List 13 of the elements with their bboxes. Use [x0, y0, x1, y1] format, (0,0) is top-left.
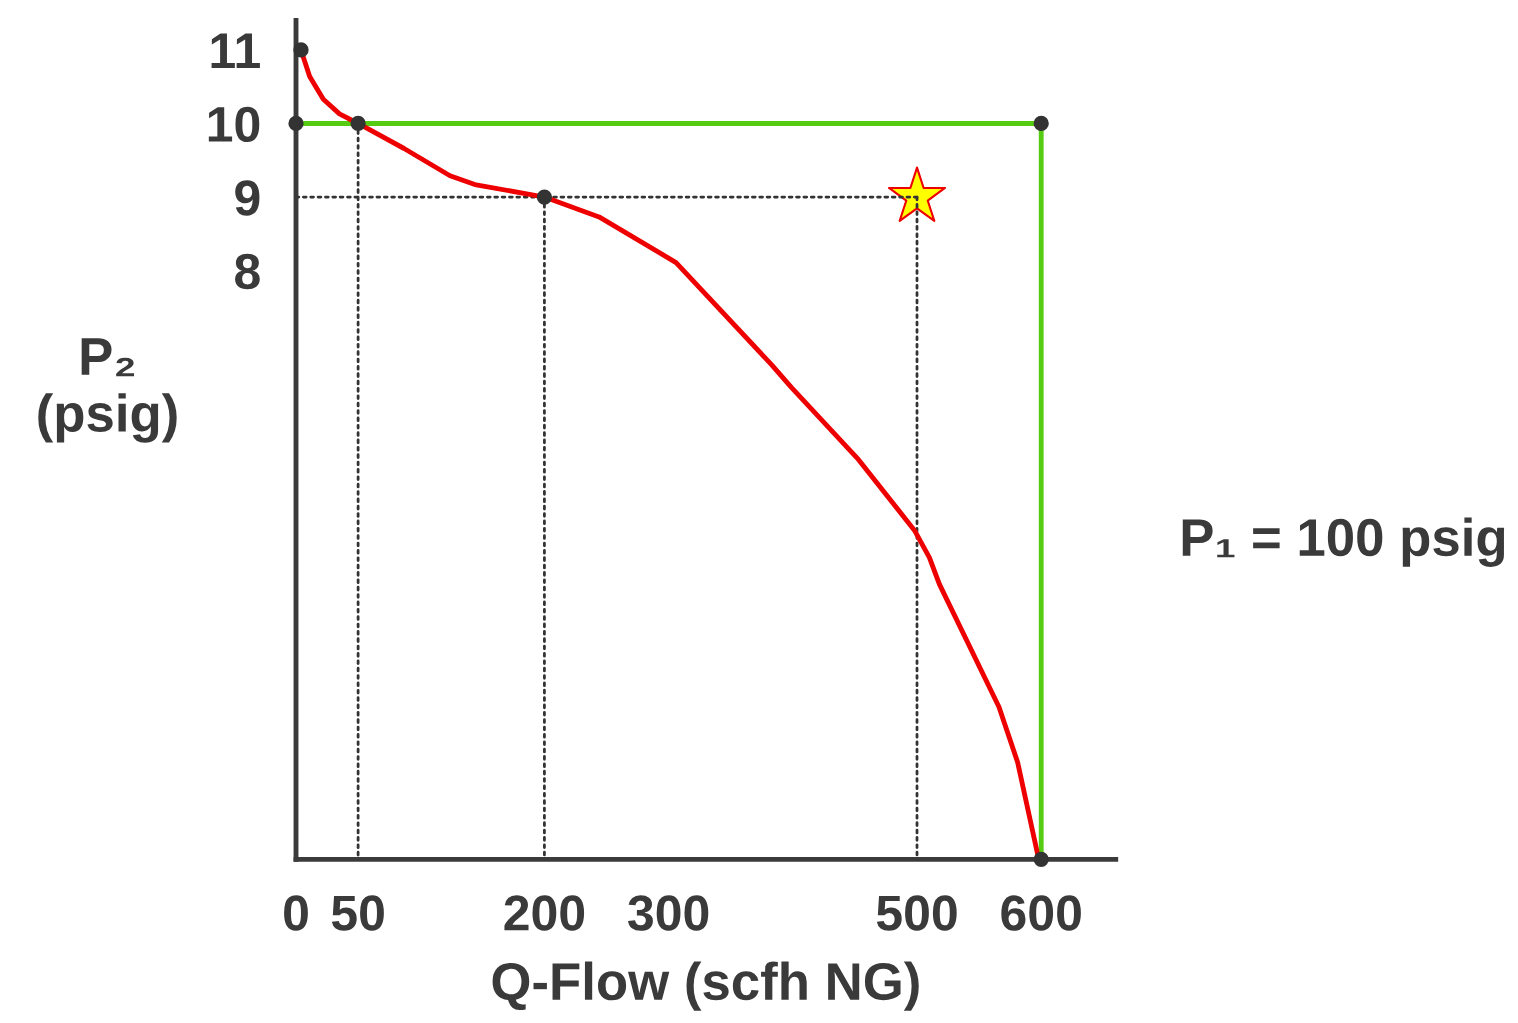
x-axis-title: Q-Flow (scfh NG): [492, 961, 919, 1011]
x-tick-label: 300: [628, 895, 709, 931]
y-tick-label: 11: [211, 33, 260, 69]
y-axis-title: P₂ (psig): [38, 338, 177, 443]
y-tick-label: 10: [208, 106, 260, 143]
x-tick-label: 200: [504, 895, 585, 931]
text: P₁ = 100 psig: [1182, 517, 1505, 567]
y-tick-label: 8: [235, 253, 260, 290]
x-tick-label: 50: [331, 895, 384, 931]
x-tick-label: 0: [284, 895, 308, 931]
x-tick-label: 600: [1001, 895, 1081, 931]
y-tick-label: 9: [235, 180, 260, 216]
x-tick-label: 500: [876, 895, 957, 931]
